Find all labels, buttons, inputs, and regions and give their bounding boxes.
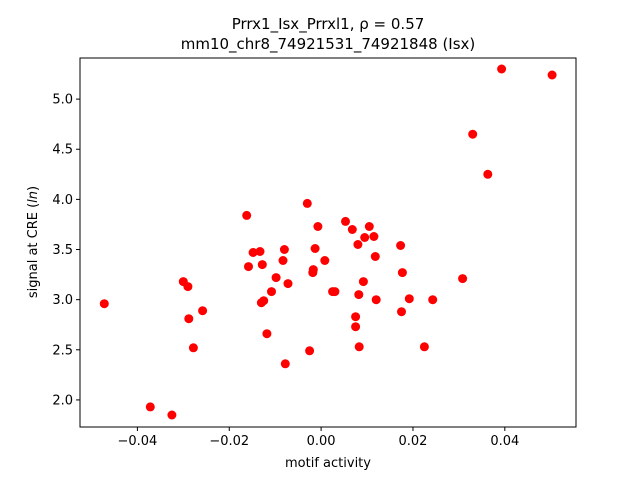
data-point-25 xyxy=(308,265,318,275)
plot-frame xyxy=(79,57,577,428)
data-point-18 xyxy=(278,256,288,265)
x-tick-label-0: −0.04 xyxy=(117,434,157,449)
data-point-15 xyxy=(262,329,272,339)
data-point-37 xyxy=(354,342,364,352)
y-axis-label-suffix: ) xyxy=(26,186,41,191)
data-point-39 xyxy=(360,233,370,242)
data-point-52 xyxy=(483,169,493,179)
data-point-42 xyxy=(370,252,380,261)
y-tick-label-6: 5.0 xyxy=(52,93,73,108)
data-point-1 xyxy=(145,402,155,412)
data-point-41 xyxy=(369,232,379,241)
data-point-9 xyxy=(244,262,253,272)
data-point-46 xyxy=(397,268,407,278)
data-point-8 xyxy=(242,210,252,220)
data-point-47 xyxy=(404,294,414,304)
data-point-45 xyxy=(397,307,406,317)
data-point-49 xyxy=(428,295,438,305)
data-point-28 xyxy=(320,256,330,265)
data-point-27 xyxy=(313,222,323,231)
data-point-0 xyxy=(99,299,109,309)
data-point-16 xyxy=(267,287,276,297)
data-point-31 xyxy=(341,216,350,226)
x-tick-label-2: 0.00 xyxy=(307,434,336,449)
data-point-50 xyxy=(458,274,468,284)
y-axis-label-prefix: signal at CRE ( xyxy=(26,203,41,298)
data-point-10 xyxy=(248,248,258,257)
data-point-38 xyxy=(358,277,368,287)
data-point-22 xyxy=(302,198,312,208)
data-point-53 xyxy=(497,64,507,74)
data-point-51 xyxy=(468,129,478,139)
y-tick-label-2: 3.0 xyxy=(52,293,73,308)
data-point-6 xyxy=(188,343,198,353)
data-point-54 xyxy=(547,70,557,80)
data-point-20 xyxy=(280,359,290,369)
y-axis-ticks: 2.0 2.5 3.0 3.5 4.0 4.5 5.0 xyxy=(52,93,80,408)
data-point-7 xyxy=(198,306,208,316)
data-point-43 xyxy=(371,295,381,305)
data-point-32 xyxy=(347,225,357,234)
data-point-34 xyxy=(351,322,361,332)
data-point-44 xyxy=(396,241,406,250)
x-axis-label: motif activity xyxy=(285,456,371,471)
chart-title-line2: mm10_chr8_74921531_74921848 (Isx) xyxy=(181,35,476,54)
y-axis-label: signal at CRE (ln) xyxy=(26,186,41,298)
data-point-40 xyxy=(364,222,374,231)
data-point-30 xyxy=(330,287,340,297)
data-point-33 xyxy=(351,312,361,322)
x-tick-label-1: −0.02 xyxy=(209,434,249,449)
data-point-19 xyxy=(279,245,289,254)
data-point-2 xyxy=(167,410,177,420)
data-point-4 xyxy=(183,282,193,292)
data-point-17 xyxy=(271,273,281,283)
data-point-48 xyxy=(419,342,429,352)
data-point-21 xyxy=(283,279,293,289)
y-tick-label-4: 4.0 xyxy=(52,193,73,208)
x-axis-ticks: −0.04 −0.02 0.00 0.02 0.04 xyxy=(117,427,519,449)
y-tick-label-1: 2.5 xyxy=(52,343,73,358)
y-axis-label-italic: ln xyxy=(26,191,41,203)
chart-title-line1: Prrx1_Isx_Prrxl1, ρ = 0.57 xyxy=(232,15,425,34)
y-tick-label-3: 3.5 xyxy=(52,243,73,258)
data-points xyxy=(99,64,557,420)
data-point-35 xyxy=(353,240,363,249)
y-tick-label-5: 4.5 xyxy=(52,143,73,158)
y-tick-label-0: 2.0 xyxy=(52,393,73,408)
x-tick-label-3: 0.02 xyxy=(398,434,427,449)
data-point-23 xyxy=(305,346,315,356)
data-point-5 xyxy=(184,314,194,324)
data-point-11 xyxy=(255,247,265,256)
data-point-13 xyxy=(257,260,267,270)
data-point-14 xyxy=(259,296,269,306)
data-point-36 xyxy=(354,290,364,300)
x-tick-label-4: 0.04 xyxy=(490,434,519,449)
data-point-26 xyxy=(310,244,320,253)
